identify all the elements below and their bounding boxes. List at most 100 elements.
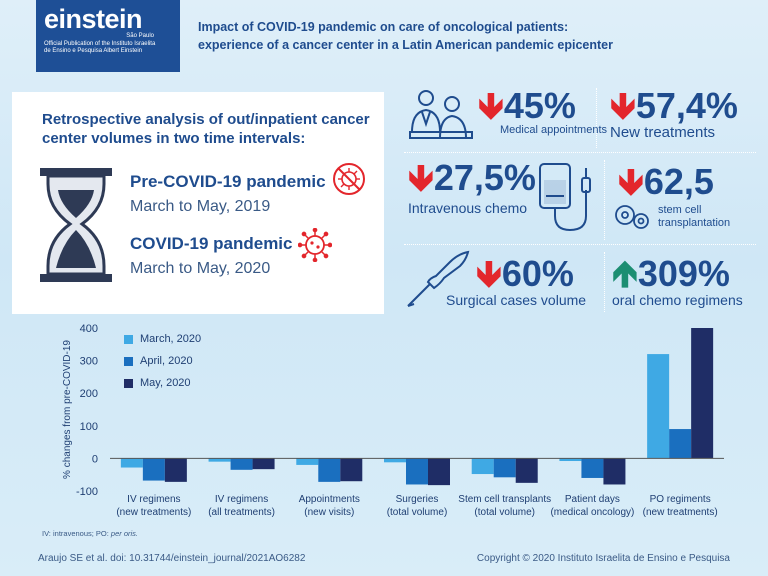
footnote: IV: intravenous; PO: per oris.: [42, 529, 138, 538]
covid-title: COVID-19 pandemic: [130, 234, 293, 253]
pre-covid-title: Pre-COVID-19 pandemic: [130, 172, 326, 191]
down-arrow-icon: 🡻: [478, 85, 504, 126]
legend-label: May, 2020: [140, 377, 191, 389]
y-tick-label: 0: [92, 453, 98, 465]
footnote-italic: per oris.: [110, 529, 139, 538]
legend-swatch: [124, 378, 133, 388]
x-tick-label: Surgeries: [396, 494, 439, 505]
citation: Araujo SE et al. doi: 10.31744/einstein_…: [38, 553, 306, 564]
stat-label: stem cell transplantation: [658, 204, 730, 230]
stats-divider: [404, 244, 756, 245]
stats-divider: [596, 88, 597, 148]
up-arrow-icon: 🡹: [612, 253, 638, 294]
x-tick-label: PO regiments: [650, 494, 711, 505]
legend-swatch: [124, 334, 133, 344]
legend-label: April, 2020: [140, 355, 193, 367]
bar: [120, 458, 143, 468]
study-info-panel: Retrospective analysis of out/inpatient …: [12, 92, 384, 314]
legend-item-april: April, 2020: [124, 350, 201, 372]
stat-label-line1: stem cell: [658, 204, 702, 216]
bar: [296, 458, 319, 465]
study-description-line2: center volumes in two time intervals:: [42, 130, 306, 147]
x-tick-label: Appointments: [299, 494, 360, 505]
stat-label: Surgical cases volume: [446, 292, 587, 308]
stat-surgical-cases: 🡻60% Surgical cases volume: [446, 253, 586, 309]
stat-medical-appointments: 🡻45% Medical appointments: [478, 85, 608, 137]
x-axis: IV regimens (new treatments) IV regimens (a…: [116, 494, 717, 518]
legend-label: March, 2020: [140, 333, 202, 345]
stat-oral-chemo: 🡹309% oral chemo regimens: [612, 253, 743, 309]
copyright: Copyright © 2020 Instituto Israelita de …: [476, 553, 730, 564]
footnote-text: IV: intravenous; PO:: [42, 529, 111, 538]
page-title: Impact of COVID-19 pandemic on care of o…: [198, 18, 758, 54]
x-tick-label: (new treatments): [643, 507, 718, 518]
virus-crossed-icon: [333, 163, 365, 195]
stats-divider: [604, 160, 605, 240]
bar: [164, 458, 187, 482]
bar: [603, 458, 626, 485]
y-tick-label: 100: [80, 421, 98, 433]
stat-label: Medical appointments: [500, 124, 608, 136]
bar: [208, 458, 231, 462]
stat-intravenous-chemo: 🡻27,5% Intravenous chemo: [408, 157, 536, 217]
y-tick-label: 200: [80, 388, 98, 400]
down-arrow-icon: 🡻: [476, 253, 502, 294]
pre-covid-dates: March to May, 2019: [130, 198, 271, 215]
iv-bag-icon: [539, 163, 591, 232]
x-tick-label: (total volume): [387, 507, 448, 518]
bar: [406, 458, 428, 485]
stat-value: 62,5: [643, 161, 714, 202]
down-arrow-icon: 🡻: [408, 157, 434, 198]
bar: [669, 429, 692, 459]
y-axis-label: % changes from pre-COVID-19: [62, 340, 73, 479]
page-title-line2: experience of a cancer center in a Latin…: [198, 38, 613, 52]
covid-dates: March to May, 2020: [130, 260, 271, 277]
stats-divider: [604, 252, 605, 312]
doctor-patient-icon: [409, 90, 473, 139]
y-tick-label: 300: [80, 356, 98, 368]
bar: [691, 328, 714, 459]
x-tick-label: (new treatments): [116, 507, 191, 518]
bar: [428, 458, 450, 486]
x-tick-label: IV regimens: [215, 494, 268, 505]
y-tick-label: -100: [76, 486, 98, 498]
down-arrow-icon: 🡻: [618, 161, 644, 202]
stat-label: New treatments: [610, 124, 716, 141]
study-description: Retrospective analysis of out/inpatient …: [42, 110, 372, 148]
bar: [493, 458, 516, 478]
bar: [559, 458, 582, 462]
x-tick-label: Patient days: [565, 494, 620, 505]
x-tick-label: (medical oncology): [550, 507, 634, 518]
bar: [515, 458, 538, 483]
stat-new-treatments: 🡻57,4% New treatments: [610, 85, 738, 142]
scalpel-hand-icon: [407, 250, 470, 307]
bar-chart: % changes from pre-COVID-19 -100 0 100 200 3…: [62, 323, 724, 518]
bar: [340, 458, 363, 482]
bar: [252, 458, 275, 470]
study-description-line1: Retrospective analysis of out/inpatient …: [42, 111, 370, 128]
stat-label-line2: transplantation: [658, 217, 731, 229]
bar: [142, 458, 165, 481]
logo-publication-line1: Official Publication of the Instituto Is…: [44, 41, 156, 47]
chart-bars: [120, 328, 714, 486]
logo-word: einstein: [44, 4, 143, 34]
chart-legend: March, 2020 April, 2020 May, 2020: [124, 328, 201, 394]
header: einstein São Paulo Official Publication …: [0, 0, 768, 76]
bar: [318, 458, 341, 482]
legend-item-march: March, 2020: [124, 328, 201, 350]
bar: [647, 354, 670, 459]
stat-value: 309%: [637, 253, 730, 294]
down-arrow-icon: 🡻: [610, 85, 636, 126]
stat-label: Intravenous chemo: [408, 200, 528, 216]
logo-city: São Paulo: [126, 33, 154, 39]
stat-stem-cell-transplantation: 🡻62,5 stem cell transplantation: [618, 164, 730, 230]
y-axis: -100 0 100 200 300 400: [76, 323, 98, 498]
legend-swatch: [124, 356, 133, 366]
bar: [471, 458, 494, 475]
logo-publication: Official Publication of the Instituto Is…: [44, 41, 172, 55]
x-tick-label: IV regimens: [127, 494, 180, 505]
x-tick-label: (total volume): [474, 507, 535, 518]
stem-cell-icon: [615, 205, 649, 229]
page-title-line1: Impact of COVID-19 pandemic on care of o…: [198, 20, 569, 34]
hourglass-icon: [40, 168, 112, 282]
